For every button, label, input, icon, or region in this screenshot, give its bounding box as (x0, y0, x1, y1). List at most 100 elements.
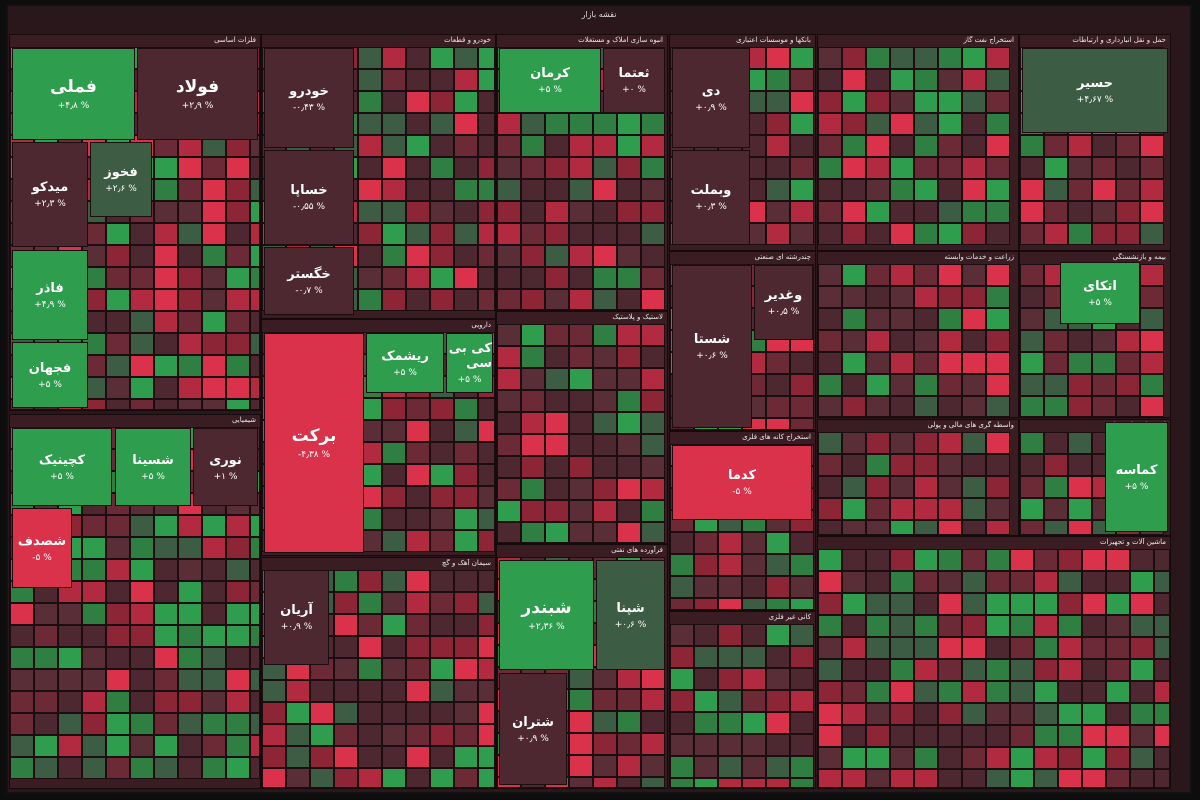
filler-tile (938, 69, 962, 91)
filler-tile (130, 267, 154, 289)
filler-tile (382, 530, 406, 552)
filler-tile (382, 592, 406, 614)
filler-tile (521, 135, 545, 157)
filler-tile (818, 571, 842, 593)
filler-tile (818, 223, 842, 245)
filler-tile (545, 135, 569, 157)
filler-tile (406, 464, 430, 486)
sector-title: استخراج کانه های فلزی (742, 433, 811, 441)
filler-tile (766, 576, 790, 598)
filler-tile (962, 352, 986, 374)
filler-tile (766, 47, 790, 69)
filler-tile (154, 223, 178, 245)
filler-tile (790, 576, 814, 598)
sector-title: استخراج نفت گاز (963, 36, 1014, 44)
sector-title: ماشین آلات و تجهیزات (1100, 538, 1166, 546)
filler-tile (34, 757, 58, 779)
filler-tile (866, 308, 890, 330)
filler-tile (545, 522, 569, 543)
filler-tile (617, 346, 641, 368)
sector-title: خودرو و قطعات (444, 36, 491, 44)
filler-tile (1082, 703, 1106, 725)
tile-change: % ۰٫۳+ (695, 202, 727, 212)
filler-tile (617, 179, 641, 201)
filler-tile (1116, 157, 1140, 179)
filler-tile (382, 135, 406, 157)
filler-tile (890, 157, 914, 179)
filler-tile (130, 537, 154, 559)
filler-tile (406, 680, 430, 702)
filler-tile (106, 669, 130, 691)
filler-tile (842, 69, 866, 91)
filler-tile (154, 377, 178, 399)
filler-tile (454, 464, 478, 486)
filler-tile (641, 135, 665, 157)
filler-tile (82, 581, 106, 603)
filler-tile (478, 113, 495, 135)
filler-tile (521, 522, 545, 543)
sector-title: چندرشته ای صنعتی (754, 253, 811, 261)
filler-tile (1140, 330, 1164, 352)
filler-tile (1058, 593, 1082, 615)
filler-tile (430, 267, 454, 289)
filler-tile (842, 330, 866, 352)
filler-tile (1106, 725, 1130, 747)
sector-title: انبوه سازی املاک و مستغلات (578, 36, 663, 44)
filler-tile (430, 486, 454, 508)
filler-tile (938, 264, 962, 286)
filler-tile (106, 311, 130, 333)
filler-tile (478, 768, 495, 788)
filler-tile (569, 500, 593, 522)
filler-tile (454, 508, 478, 530)
filler-tile (938, 374, 962, 396)
filler-tile (406, 157, 430, 179)
filler-tile (1020, 374, 1044, 396)
filler-tile (986, 47, 1010, 69)
filler-tile (914, 659, 938, 681)
filler-tile (1068, 476, 1092, 498)
stock-tile: فجهان % ۵+ (12, 342, 88, 408)
stock-tile: شبندر % ۲٫۳۶+ (499, 560, 594, 670)
filler-tile (569, 157, 593, 179)
filler-tile (1106, 549, 1130, 571)
filler-tile (694, 756, 718, 778)
filler-tile (478, 91, 495, 113)
filler-tile (914, 520, 938, 535)
filler-tile (521, 113, 545, 135)
tile-label: فاذر (36, 280, 64, 296)
filler-tile (914, 69, 938, 91)
filler-tile (866, 549, 890, 571)
filler-tile (1116, 201, 1140, 223)
stock-tile: ثعتما % ۰+ (603, 48, 665, 113)
tile-label: شسینا (132, 452, 174, 468)
filler-tile (914, 454, 938, 476)
filler-tile (130, 223, 154, 245)
filler-tile (358, 135, 382, 157)
filler-tile (766, 554, 790, 576)
tile-label: کماسه (1115, 462, 1158, 478)
filler-tile (1020, 201, 1044, 223)
filler-tile (641, 522, 665, 543)
filler-tile (58, 691, 82, 713)
filler-tile (766, 157, 790, 179)
filler-tile (641, 733, 665, 755)
filler-tile (718, 576, 742, 598)
filler-tile (1010, 659, 1034, 681)
filler-tile (478, 267, 495, 289)
filler-tile (250, 691, 260, 713)
filler-tile (842, 308, 866, 330)
filler-tile (154, 757, 178, 779)
filler-tile (1082, 681, 1106, 703)
filler-tile (938, 330, 962, 352)
sector-title: زراعت و خدمات وابسته (944, 253, 1014, 261)
filler-tile (818, 747, 842, 769)
filler-tile (962, 47, 986, 69)
filler-tile (1092, 374, 1116, 396)
filler-tile (818, 396, 842, 417)
filler-tile (430, 113, 454, 135)
filler-tile (1044, 135, 1068, 157)
filler-tile (1068, 179, 1092, 201)
filler-tile (569, 368, 593, 390)
filler-tile (569, 711, 593, 733)
filler-tile (382, 289, 406, 311)
